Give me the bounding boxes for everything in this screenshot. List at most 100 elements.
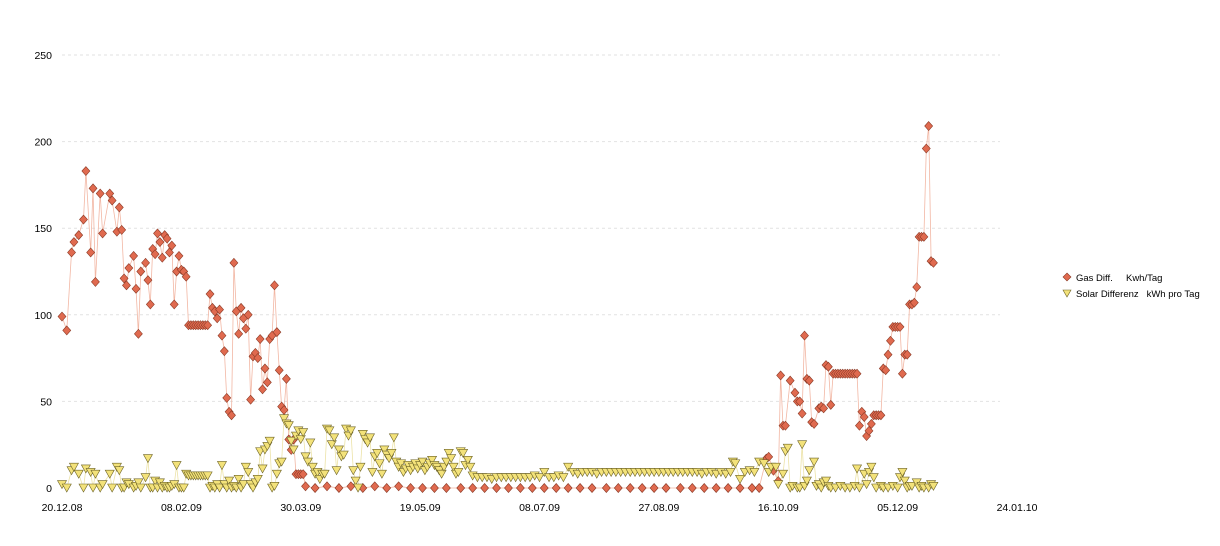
gas-point [897,368,907,379]
gas-point [88,183,98,194]
gas-point [243,309,253,320]
gas-point [69,237,79,248]
y-tick-label: 150 [34,223,52,235]
gas-point [852,368,862,379]
gas-point [298,469,308,480]
gas-point [587,483,597,493]
gas-point [117,224,127,235]
solar-point [264,436,275,446]
solar-point [458,449,469,458]
gas-point [124,263,134,273]
y-tick-label: 200 [34,137,52,149]
solar-point [243,468,254,478]
gas-point [141,257,150,268]
gas-point [157,252,167,263]
solar-point [396,459,407,469]
solar-point [928,481,939,491]
solar-point [295,435,306,445]
solar-point [171,461,182,471]
gas-point [795,396,805,407]
solar-point [224,476,235,486]
gas-point [625,483,635,493]
solar-point [73,469,84,479]
gas-point [747,483,757,493]
solar-point [534,473,545,483]
solar-point [539,468,550,478]
gas-point [222,392,232,403]
solar-point [269,481,280,491]
solar-point [854,483,865,493]
solar-point [333,445,344,455]
gas-point [919,231,929,242]
gas-point [95,188,105,199]
solar-point [386,449,397,458]
gas-point [301,481,310,492]
gas-point [107,195,117,206]
solar-point [372,449,383,458]
gas-point [929,257,938,268]
solar-point [357,430,368,439]
gas-point [711,483,721,493]
solar-point [448,462,459,472]
solar-point [462,455,473,465]
x-tick-label: 24.01.10 [997,502,1038,514]
gas-point [406,483,415,493]
solar-point [140,473,151,483]
solar-point [797,440,808,450]
solar-point [417,457,428,467]
solar-point [778,469,789,479]
x-tick-label: 08.02.09 [161,502,202,514]
gas-point [91,276,100,287]
series-lines [61,125,934,490]
gas-point [551,483,561,493]
solar-point [114,466,125,476]
solar-point [61,483,72,493]
solar-point [379,445,390,455]
solar-point [178,483,189,493]
solar-point [861,480,872,490]
solar-point [558,473,569,483]
y-tick-label: 0 [46,483,52,495]
gas-point [661,483,671,493]
gas-point [81,166,91,176]
gas-point [924,121,934,131]
solar-point [302,457,313,467]
solar-point [388,433,399,443]
solar-point [305,438,316,448]
solar-point [364,433,375,443]
gas-point [864,425,874,436]
gas-point [504,483,513,493]
x-tick-label: 05.12.09 [877,502,918,514]
solar-point [730,459,741,469]
solar-point [329,433,340,443]
gas-point [601,483,611,493]
gas-point [334,483,344,493]
solar-point [233,475,244,484]
x-tick-label: 27.08.09 [638,502,679,514]
x-tick-label: 30.03.09 [280,502,321,514]
solar-point [271,469,282,479]
gas-point [781,420,790,431]
solar-point [345,426,356,436]
gas-point [145,299,155,310]
gas-point [258,384,267,395]
legend-solar-label: Solar Differenz kWh pro Tag [1076,289,1200,300]
gas-point [754,483,764,493]
gas-point [155,237,165,248]
gas-point [98,228,107,239]
solar-point [331,466,342,476]
solar-point [374,459,385,469]
gas-point [274,365,284,376]
x-tick-label: 19.05.09 [400,502,441,514]
solar-point [773,480,784,490]
gas-point [859,412,869,422]
gas-point [480,483,489,493]
gas-point [86,247,96,258]
gas-point [119,273,129,284]
solar-point [443,449,454,458]
solar-point [107,483,118,493]
gas-point [229,257,239,268]
gas-point [122,280,131,291]
gas-point [174,250,184,261]
grid [62,54,1000,402]
